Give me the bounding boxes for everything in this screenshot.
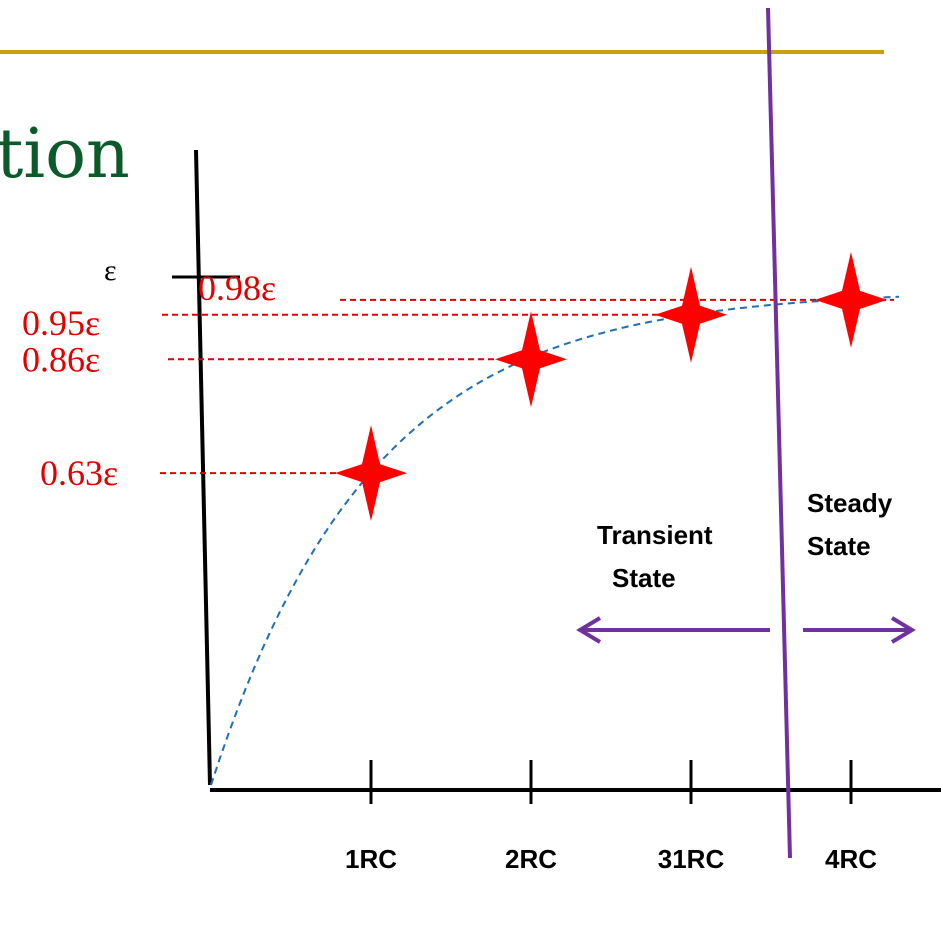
y-value-label: 0.95ε xyxy=(22,303,100,343)
x-tick-label: 2RC xyxy=(505,844,557,874)
y-axis xyxy=(194,149,212,786)
transient-label-line1: Transient xyxy=(597,520,713,550)
transient-arrow xyxy=(576,616,770,644)
data-markers xyxy=(335,251,887,522)
x-ticks: 1RC 2RC 31RC 4RC xyxy=(345,760,877,874)
slide-title: tion xyxy=(0,115,130,194)
region-divider xyxy=(766,7,792,859)
data-point-marker xyxy=(815,251,887,348)
y-value-label: 0.63ε xyxy=(40,453,118,493)
x-tick-label: 31RC xyxy=(658,844,725,874)
y-value-label: 0.98ε xyxy=(198,268,276,308)
y-value-label: 0.86ε xyxy=(22,339,100,379)
transient-label-line2: State xyxy=(612,563,676,593)
arrow-head xyxy=(576,616,602,644)
y-max-label: ε xyxy=(104,254,117,287)
data-point-marker xyxy=(495,311,567,408)
steady-label-line2: State xyxy=(807,531,871,561)
steady-label-line1: Steady xyxy=(807,488,893,518)
data-point-marker xyxy=(335,425,407,522)
arrow-head xyxy=(890,616,916,644)
charging-curve xyxy=(210,295,900,786)
steady-arrow xyxy=(803,616,916,644)
x-tick-label: 4RC xyxy=(825,844,877,874)
data-point-marker xyxy=(655,266,727,363)
x-tick-label: 1RC xyxy=(345,844,397,874)
